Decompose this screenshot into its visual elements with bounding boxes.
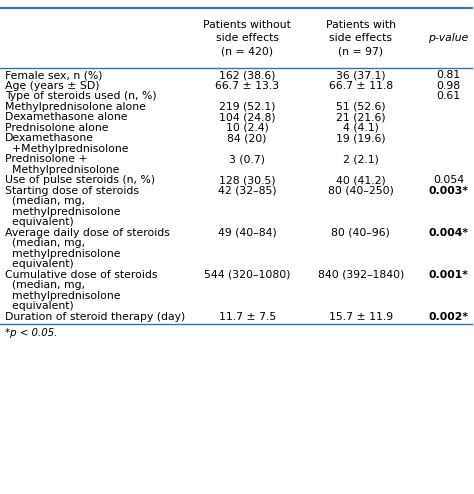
- Text: Duration of steroid therapy (day): Duration of steroid therapy (day): [5, 312, 185, 322]
- Text: 219 (52.1): 219 (52.1): [219, 102, 275, 112]
- Text: 840 (392–1840): 840 (392–1840): [318, 270, 404, 280]
- Text: 21 (21.6): 21 (21.6): [336, 112, 386, 122]
- Text: 544 (320–1080): 544 (320–1080): [204, 270, 291, 280]
- Text: 15.7 ± 11.9: 15.7 ± 11.9: [329, 312, 393, 322]
- Text: Patients with
side effects
(n = 97): Patients with side effects (n = 97): [326, 20, 396, 56]
- Text: 19 (19.6): 19 (19.6): [336, 133, 386, 143]
- Text: 51 (52.6): 51 (52.6): [336, 102, 386, 112]
- Text: 49 (40–84): 49 (40–84): [218, 228, 276, 238]
- Text: 11.7 ± 7.5: 11.7 ± 7.5: [219, 312, 276, 322]
- Text: 0.004*: 0.004*: [428, 228, 468, 238]
- Text: Type of steroids used (n, %): Type of steroids used (n, %): [5, 91, 156, 101]
- Text: methylprednisolone: methylprednisolone: [5, 207, 120, 217]
- Text: 0.002*: 0.002*: [428, 312, 468, 322]
- Text: Cumulative dose of steroids: Cumulative dose of steroids: [5, 270, 157, 280]
- Text: *p < 0.05.: *p < 0.05.: [5, 328, 57, 338]
- Text: 40 (41.2): 40 (41.2): [336, 175, 386, 185]
- Text: methylprednisolone: methylprednisolone: [5, 291, 120, 301]
- Text: Use of pulse steroids (n, %): Use of pulse steroids (n, %): [5, 175, 155, 185]
- Text: 80 (40–250): 80 (40–250): [328, 186, 394, 196]
- Text: 0.81: 0.81: [437, 70, 461, 80]
- Text: 0.003*: 0.003*: [428, 186, 468, 196]
- Text: Age (years ± SD): Age (years ± SD): [5, 81, 100, 91]
- Text: Dexamethasone alone: Dexamethasone alone: [5, 112, 128, 122]
- Text: 2 (2.1): 2 (2.1): [343, 154, 379, 164]
- Text: methylprednisolone: methylprednisolone: [5, 249, 120, 259]
- Text: equivalent): equivalent): [5, 217, 74, 227]
- Text: Methylprednisolone alone: Methylprednisolone alone: [5, 102, 146, 112]
- Text: Methylprednisolone: Methylprednisolone: [5, 165, 119, 175]
- Text: 162 (38.6): 162 (38.6): [219, 70, 275, 80]
- Text: p-value: p-value: [428, 33, 469, 43]
- Text: 80 (40–96): 80 (40–96): [331, 228, 390, 238]
- Text: 3 (0.7): 3 (0.7): [229, 154, 265, 164]
- Text: equivalent): equivalent): [5, 301, 74, 311]
- Text: 0.054: 0.054: [433, 175, 464, 185]
- Text: Female sex, n (%): Female sex, n (%): [5, 70, 102, 80]
- Text: Starting dose of steroids: Starting dose of steroids: [5, 186, 139, 196]
- Text: (median, mg,: (median, mg,: [5, 280, 85, 290]
- Text: equivalent): equivalent): [5, 259, 74, 269]
- Text: Average daily dose of steroids: Average daily dose of steroids: [5, 228, 170, 238]
- Text: 10 (2.4): 10 (2.4): [226, 123, 269, 133]
- Text: Dexamethasone: Dexamethasone: [5, 133, 94, 143]
- Text: (median, mg,: (median, mg,: [5, 238, 85, 248]
- Text: Prednisolone +: Prednisolone +: [5, 154, 88, 164]
- Text: +Methylprednisolone: +Methylprednisolone: [5, 144, 128, 154]
- Text: 84 (20): 84 (20): [228, 133, 267, 143]
- Text: 66.7 ± 11.8: 66.7 ± 11.8: [329, 81, 393, 91]
- Text: 0.61: 0.61: [437, 91, 461, 101]
- Text: Prednisolone alone: Prednisolone alone: [5, 123, 109, 133]
- Text: 42 (32–85): 42 (32–85): [218, 186, 276, 196]
- Text: Patients without
side effects
(n = 420): Patients without side effects (n = 420): [203, 20, 291, 56]
- Text: 66.7 ± 13.3: 66.7 ± 13.3: [215, 81, 279, 91]
- Text: 0.001*: 0.001*: [428, 270, 468, 280]
- Text: 36 (37.1): 36 (37.1): [336, 70, 386, 80]
- Text: 104 (24.8): 104 (24.8): [219, 112, 275, 122]
- Text: 128 (30.5): 128 (30.5): [219, 175, 275, 185]
- Text: (median, mg,: (median, mg,: [5, 196, 85, 206]
- Text: 4 (4.1): 4 (4.1): [343, 123, 379, 133]
- Text: 0.98: 0.98: [437, 81, 461, 91]
